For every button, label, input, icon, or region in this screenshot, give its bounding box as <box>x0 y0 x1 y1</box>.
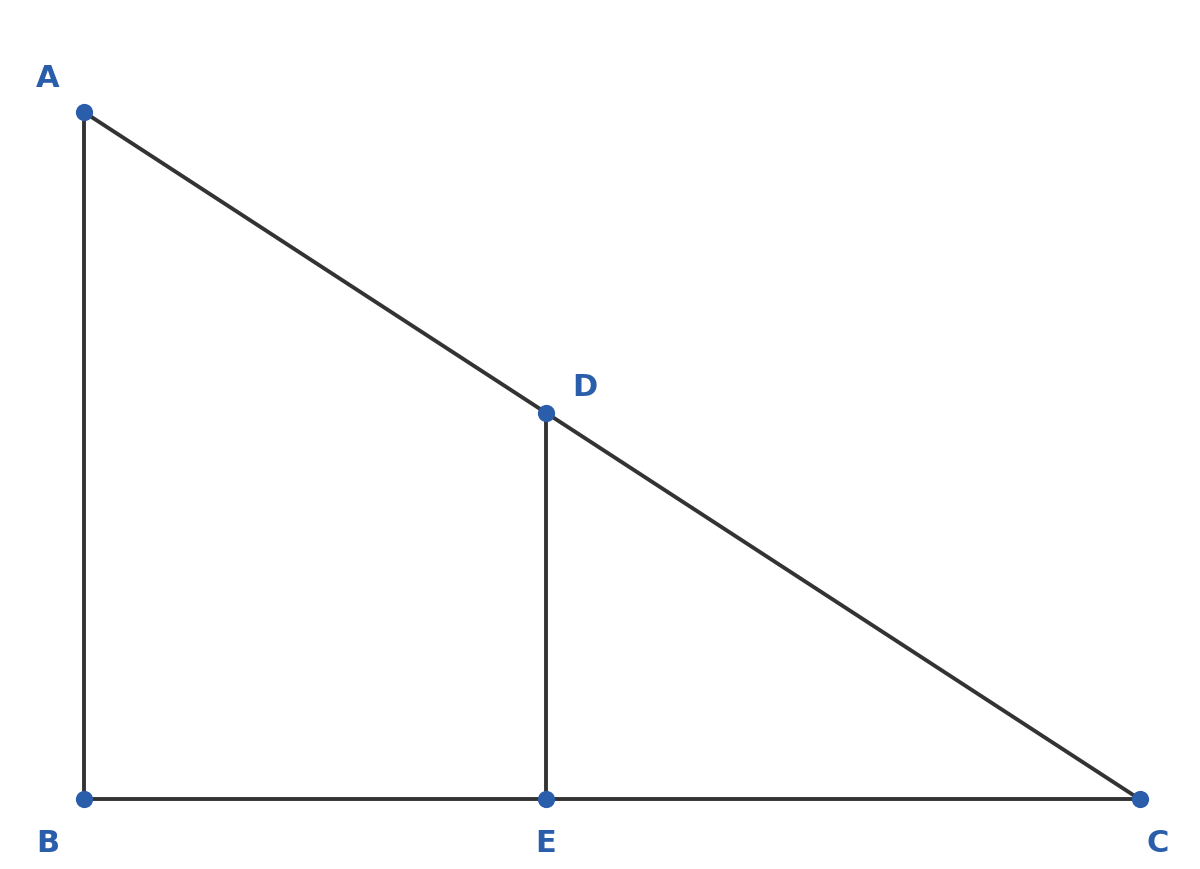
Point <box>536 793 556 806</box>
Text: D: D <box>571 373 598 401</box>
Text: B: B <box>36 828 60 858</box>
Point <box>536 407 556 421</box>
Text: C: C <box>1147 828 1169 858</box>
Point <box>74 106 94 120</box>
Point <box>74 793 94 806</box>
Text: E: E <box>535 828 557 858</box>
Text: A: A <box>36 63 60 93</box>
Point <box>1130 793 1150 806</box>
